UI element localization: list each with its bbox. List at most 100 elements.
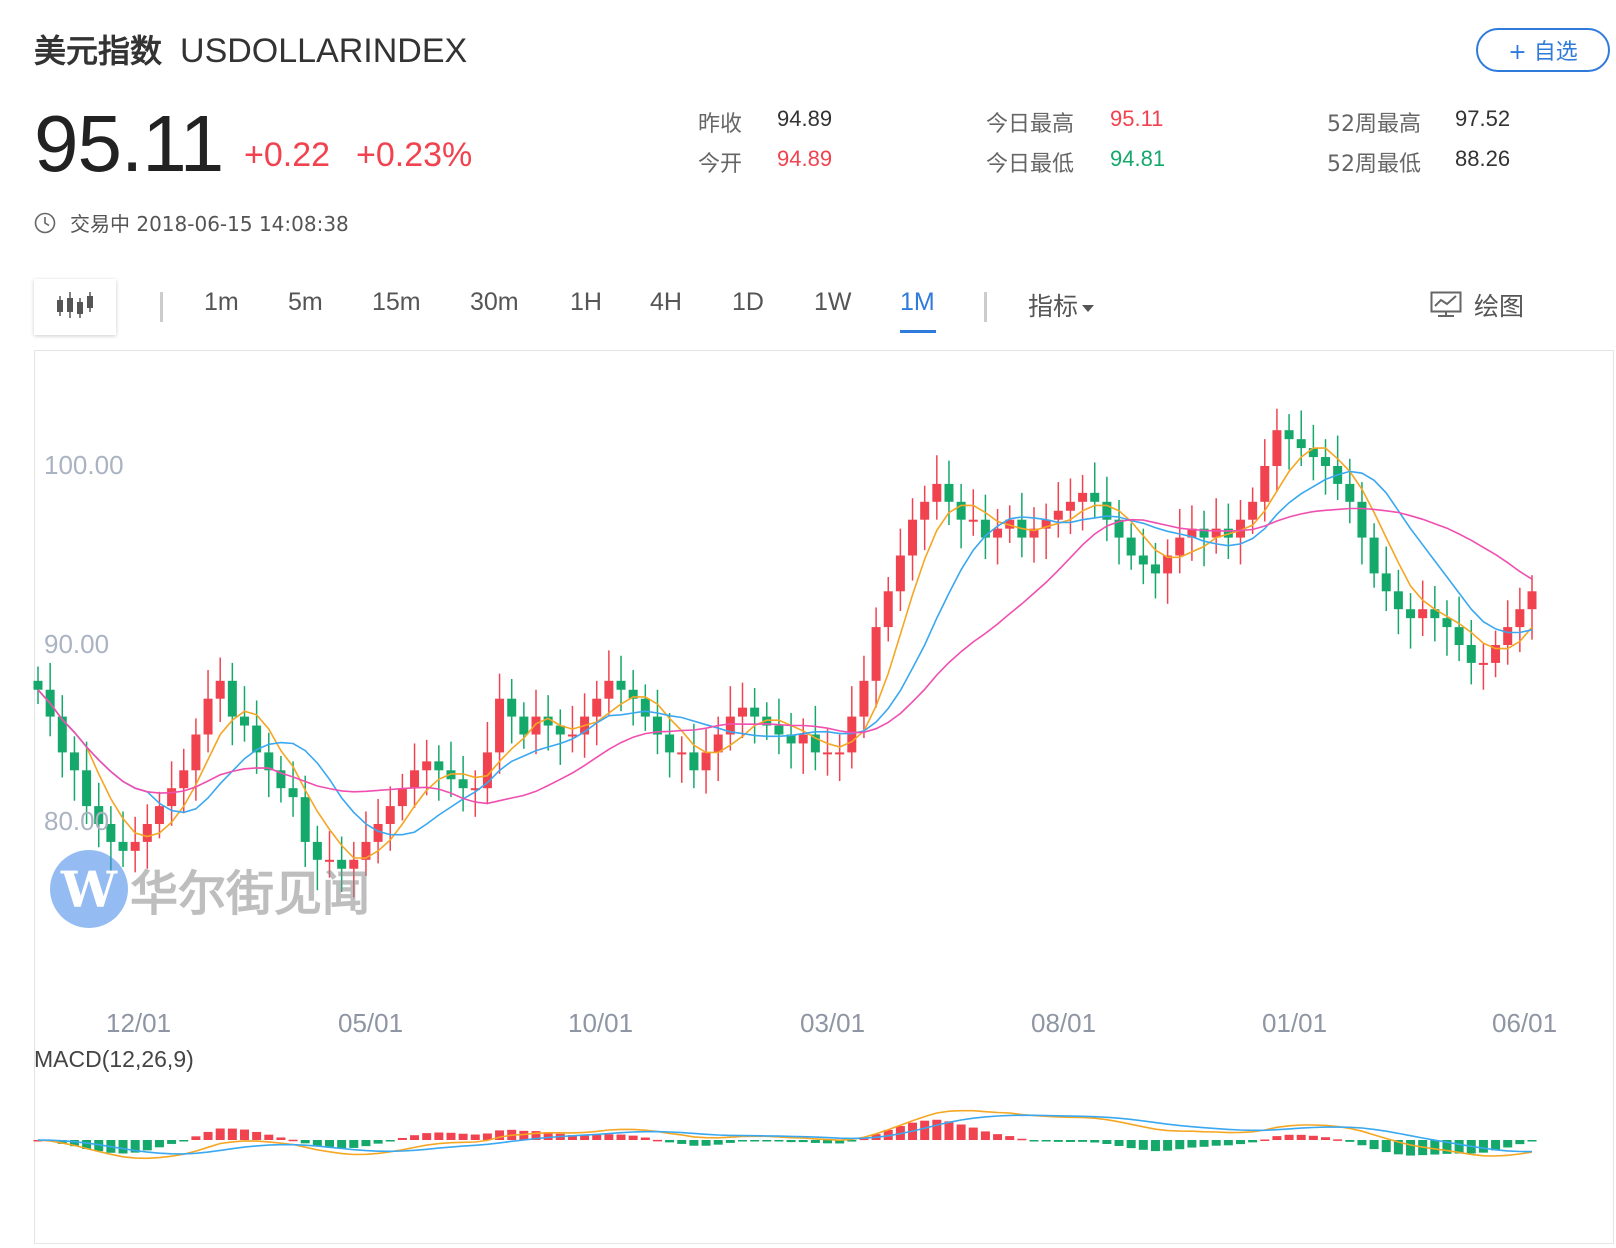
candle-body	[1466, 645, 1476, 663]
candle-body	[130, 841, 140, 851]
x-axis-label: 12/01	[106, 1008, 172, 1038]
macd-bar	[774, 1140, 784, 1142]
macd-bar	[944, 1121, 954, 1140]
macd-bar	[1126, 1140, 1136, 1149]
macd-bar	[1114, 1140, 1124, 1146]
macd-bar	[1369, 1140, 1379, 1150]
indicator-dropdown[interactable]: 指标	[1028, 287, 1095, 323]
candle-body	[592, 698, 602, 717]
macd-bar	[397, 1137, 407, 1140]
candle-body	[191, 734, 201, 771]
candle-body	[1248, 501, 1258, 520]
candle-body	[203, 698, 213, 735]
timeframe-1w[interactable]: 1W	[814, 288, 852, 316]
candle-body	[968, 519, 978, 522]
chart-type-button[interactable]	[34, 279, 116, 335]
candle-body	[1090, 492, 1100, 502]
macd-bar	[154, 1140, 164, 1148]
macd-bar	[567, 1135, 577, 1140]
draw-label: 绘图	[1474, 292, 1525, 321]
indicator-label: 指标	[1028, 292, 1079, 321]
macd-bar	[312, 1140, 322, 1147]
timeframe-30m[interactable]: 30m	[470, 288, 519, 316]
timeframe-5m[interactable]: 5m	[288, 288, 323, 316]
macd-bar	[1175, 1140, 1185, 1150]
candle-body	[847, 716, 857, 753]
draw-button[interactable]: 绘图	[1430, 287, 1524, 323]
macd-bar	[762, 1140, 772, 1142]
macd-bar	[1223, 1140, 1233, 1146]
macd-bar	[142, 1140, 152, 1151]
macd-bar	[373, 1140, 383, 1144]
last-price: 95.11	[34, 99, 224, 188]
candle-body	[179, 770, 189, 789]
macd-bar	[1005, 1136, 1015, 1140]
macd-bar	[1078, 1140, 1088, 1142]
macd-bar	[203, 1131, 213, 1140]
timeframe-1m[interactable]: 1M	[900, 288, 935, 316]
macd-bar	[1527, 1140, 1537, 1142]
candle-body	[665, 734, 675, 753]
week52-low-value: 88.26	[1455, 146, 1511, 171]
macd-bar	[1041, 1140, 1051, 1142]
candle-body	[993, 528, 1003, 538]
macd-bar	[1308, 1135, 1318, 1140]
macd-bar	[57, 1140, 67, 1144]
candle-body	[1357, 501, 1367, 538]
watermark-logo: W	[50, 850, 128, 928]
candle-body	[1005, 519, 1015, 529]
candle-body	[1527, 591, 1537, 610]
candle-body	[1150, 564, 1160, 574]
trading-status: 交易中 2018-06-15 14:08:38	[34, 208, 349, 237]
timeframe-1h[interactable]: 1H	[570, 288, 602, 316]
macd-bar	[628, 1135, 638, 1140]
candle-body	[1345, 483, 1355, 502]
candle-body	[1418, 609, 1428, 619]
candle-body	[1454, 627, 1464, 645]
macd-bar	[847, 1140, 857, 1142]
macd-bar	[434, 1132, 444, 1140]
candle-body	[422, 761, 432, 771]
macd-bar	[592, 1135, 602, 1140]
ma-slow-line	[37, 507, 1533, 805]
chart-area[interactable]	[34, 350, 1614, 1244]
candle-body	[252, 725, 262, 753]
macd-bar	[725, 1140, 735, 1143]
candle-body	[604, 680, 614, 699]
macd-bar	[1284, 1134, 1294, 1140]
toolbar-divider	[984, 292, 987, 322]
candle-body	[1053, 510, 1063, 520]
candle-body	[1102, 501, 1112, 520]
macd-bar	[1138, 1140, 1148, 1150]
candle-body	[1296, 439, 1306, 449]
timeframe-1d[interactable]: 1D	[732, 288, 764, 316]
candle-body	[895, 555, 905, 592]
candle-body	[410, 770, 420, 789]
candle-body	[167, 788, 177, 807]
macd-bar	[264, 1134, 274, 1140]
candle-body	[920, 501, 930, 520]
add-to-watchlist-button[interactable]: + 自选	[1476, 28, 1610, 72]
candle-body	[835, 752, 845, 755]
candle-body	[1138, 555, 1148, 565]
day-low-value: 94.81	[1110, 146, 1166, 171]
timeframe-15m[interactable]: 15m	[372, 288, 421, 316]
chart-draw-icon	[1430, 291, 1462, 319]
macd-bar	[1345, 1140, 1355, 1142]
toolbar-divider	[160, 292, 163, 322]
macd-bar	[701, 1140, 711, 1146]
timeframe-4h[interactable]: 4H	[650, 288, 682, 316]
candle-body	[288, 788, 298, 798]
candle-body	[215, 680, 225, 699]
candle-body	[495, 698, 505, 753]
macd-bar	[1515, 1140, 1525, 1145]
candle-body	[543, 716, 553, 726]
macd-bar	[1150, 1140, 1160, 1152]
macd-bar	[859, 1138, 869, 1141]
candle-body	[325, 859, 335, 862]
macd-bar	[179, 1140, 189, 1142]
timeframe-1m[interactable]: 1m	[204, 288, 239, 316]
macd-bar	[883, 1129, 893, 1140]
candle-body	[118, 841, 128, 851]
macd-bar	[665, 1140, 675, 1143]
